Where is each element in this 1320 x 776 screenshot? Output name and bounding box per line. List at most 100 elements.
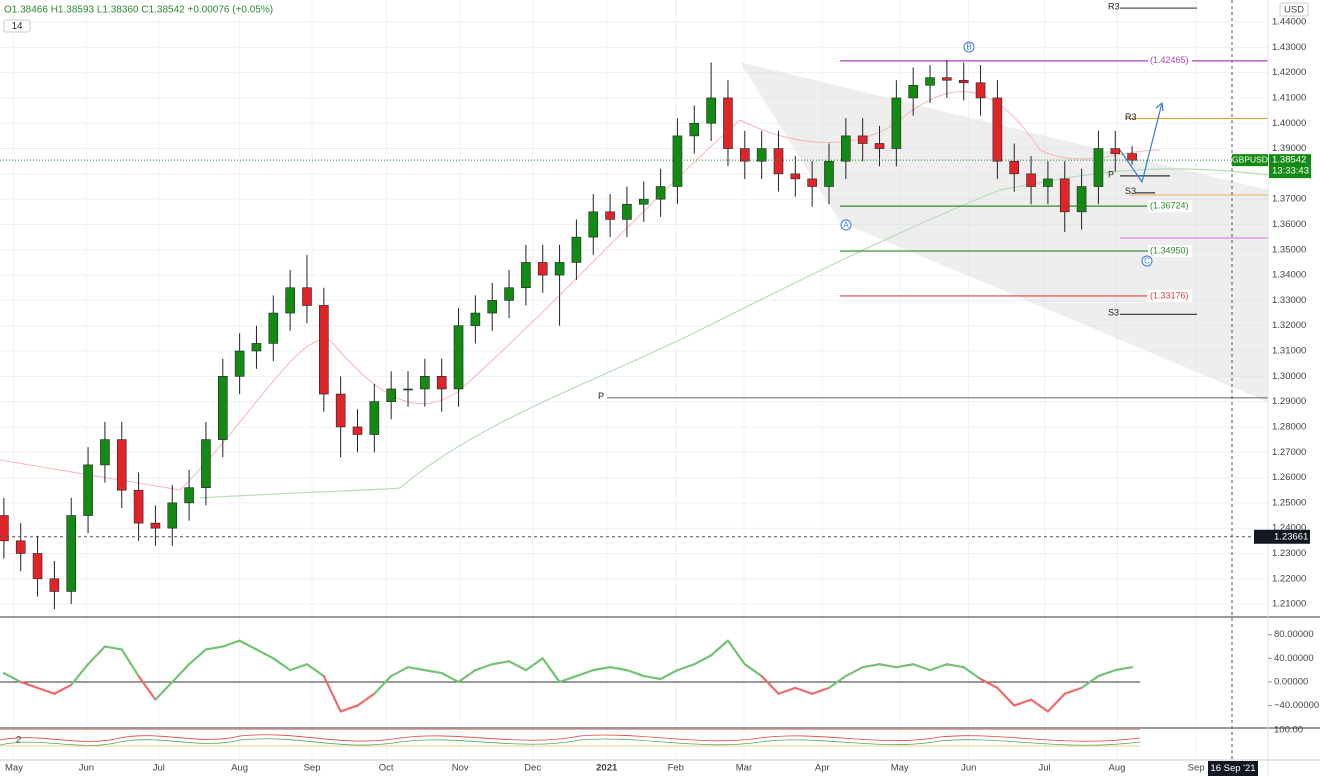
candle-body — [1026, 173, 1036, 187]
stochastic-line — [0, 734, 1141, 742]
candle-body — [1009, 160, 1020, 175]
candle-body — [605, 211, 615, 220]
last-price-box — [1269, 154, 1311, 179]
oscillator-segment — [171, 663, 191, 684]
oscillator-segment — [760, 674, 780, 695]
oscillator-segment — [844, 666, 864, 678]
ohlc-legend: O1.38466 H1.38593 L1.38360 C1.38542 +0.0… — [4, 5, 273, 16]
candle-body — [268, 312, 279, 344]
level-label: S3 — [1108, 308, 1119, 318]
candle-body — [201, 439, 211, 488]
oscillator-segment — [743, 663, 763, 678]
candle-body — [0, 515, 9, 542]
candle-body — [857, 135, 868, 144]
y-tick-label: 1.21000 — [1272, 599, 1306, 610]
wave-label: A — [843, 221, 849, 230]
candle-body — [908, 84, 918, 99]
oscillator-segment — [693, 654, 713, 666]
oscillator-segment — [541, 657, 561, 684]
wave-label: C — [1144, 257, 1150, 266]
oscillator-segment — [36, 686, 56, 695]
x-tick-label: Apr — [815, 763, 830, 774]
candle-body — [672, 135, 683, 187]
level-label: P — [1108, 169, 1114, 179]
y-tick-label: 1.24000 — [1272, 523, 1306, 534]
level-label: R3 — [1125, 112, 1137, 122]
oscillator-segment — [221, 639, 241, 648]
candle-body — [319, 305, 329, 395]
last-price-label: 1.38542 — [1272, 155, 1306, 166]
oscillator-segment — [423, 669, 443, 675]
candle-body — [756, 148, 767, 162]
candle-body — [32, 553, 43, 580]
oscillator-segment — [406, 666, 426, 672]
x-tick-label: Jul — [1038, 763, 1050, 774]
oscillator-segment — [592, 666, 612, 672]
projection-arrow — [1119, 102, 1163, 184]
candle-body — [403, 388, 413, 391]
oscillator-segment — [1114, 666, 1134, 672]
candle-body — [723, 97, 733, 149]
y-tick-label: −40.00000 — [1274, 700, 1319, 711]
oscillator-segment — [827, 674, 847, 689]
candle-body — [66, 515, 77, 592]
grid — [0, 0, 1268, 760]
y-tick-label: 0.00000 — [1274, 676, 1308, 687]
crosshair-price-box — [1254, 529, 1310, 544]
level-label-bg — [1148, 54, 1192, 67]
oscillator-segment — [777, 686, 797, 695]
moving-average — [199, 168, 1269, 499]
oscillator-segment — [1097, 669, 1117, 678]
oscillator-panel — [0, 634, 1272, 713]
x-tick-label: 2021 — [596, 763, 618, 774]
x-tick-label: Aug — [1108, 763, 1125, 774]
candle-body — [285, 287, 295, 314]
candle-body — [588, 211, 599, 238]
level-label: (1.42465) — [1150, 55, 1189, 65]
level-label: (1.33176) — [1150, 290, 1189, 300]
crosshair-date-box — [1208, 761, 1258, 776]
candle-body — [537, 262, 548, 276]
y-tick-label: 1.43000 — [1272, 42, 1306, 53]
y-tick-label: 1.28000 — [1272, 421, 1306, 432]
x-tick-label: Sep — [1188, 763, 1205, 774]
oscillator-segment — [928, 663, 948, 672]
candle-body — [504, 287, 514, 301]
crosshair-price: 1.23661 — [1274, 531, 1308, 542]
candle-body — [217, 376, 228, 440]
x-tick-label: Dec — [524, 763, 541, 774]
oscillator-segment — [1046, 692, 1066, 713]
candle-body — [571, 236, 582, 263]
level-label: (1.36724) — [1150, 201, 1189, 211]
currency-box[interactable] — [1279, 2, 1309, 17]
oscillator-segment — [390, 666, 410, 678]
wave-marker — [1141, 255, 1153, 267]
candle-body — [100, 439, 110, 466]
candle-body — [436, 376, 447, 390]
y-tick-label: 1.23000 — [1272, 548, 1306, 559]
candle-body — [706, 97, 716, 124]
oscillator-segment — [794, 686, 814, 695]
y-tick-label: 1.41000 — [1272, 92, 1306, 103]
oscillator-segment — [154, 680, 174, 701]
y-tick-label: 40.00000 — [1274, 653, 1314, 664]
candle-body — [841, 135, 851, 162]
oscillator-segment — [86, 645, 107, 666]
currency[interactable]: USD — [1284, 5, 1304, 16]
level-label-bg — [1148, 245, 1192, 258]
oscillator-segment — [979, 677, 999, 689]
stochastic-line — [0, 738, 1141, 746]
oscillator-segment — [861, 663, 881, 669]
wave-marker — [840, 219, 852, 231]
countdown: 13:33:43 — [1272, 166, 1309, 177]
interval-label[interactable]: 14 — [11, 21, 23, 32]
candle-body — [1127, 153, 1137, 161]
candle-body — [386, 388, 396, 402]
interval-box[interactable] — [3, 19, 31, 33]
oscillator-segment — [238, 639, 258, 651]
y-tick-label: 1.42000 — [1272, 67, 1306, 78]
candle-body — [302, 287, 312, 306]
candle-body — [487, 300, 498, 314]
candle-body — [83, 464, 93, 516]
